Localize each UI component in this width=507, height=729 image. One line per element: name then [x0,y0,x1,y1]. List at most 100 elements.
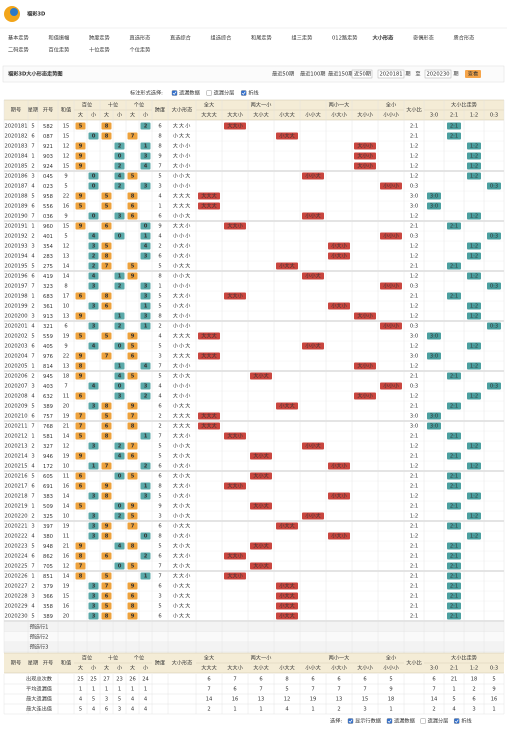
nav-link[interactable]: 012路走势 [332,34,357,42]
week: 4 [31,534,35,540]
digit-value: 7 [131,524,135,530]
digit-ball [101,252,112,260]
digit-ball [88,302,99,310]
digit-ball [140,492,151,500]
stat-value: 1 [389,707,392,713]
checkbox [206,90,212,96]
pattern-value: 小大大 [279,602,295,610]
digit-value: 0 [118,474,122,480]
digit: 4 [46,454,50,460]
span: 5 [158,304,161,310]
digit-ball [140,532,151,540]
button-text[interactable]: 查看 [468,70,478,78]
ratio: 2:1 [410,134,418,140]
nav-link[interactable]: 和尾走势 [251,34,272,42]
digit: 8 [46,294,49,300]
digit: 2 [50,464,53,470]
digit-value: 0 [118,564,122,570]
checkbox [347,718,354,724]
select-text[interactable]: 近50期 [354,70,371,78]
digit-ball [127,272,138,280]
digit-ball [114,282,125,290]
shape: 大小大 [173,542,192,550]
pattern-cell [224,122,246,130]
nav-link[interactable]: 百位走势 [49,46,70,54]
ratio-cell [467,152,481,160]
nav-link[interactable]: 二码走势 [8,46,29,54]
stat-value: 9 [389,687,392,693]
ratio-value: 1:2 [470,314,478,320]
th: 1:2 [470,113,478,119]
checkbox-label[interactable]: 遗漏分层 [214,89,235,97]
pattern-cell [328,492,350,500]
digit-ball [127,472,138,480]
checkbox-label[interactable]: 遗漏分层 [428,717,449,725]
shape: 大大小 [173,482,192,490]
pattern-value: 小大大 [279,592,295,600]
ratio-value: 2:1 [450,504,458,510]
nav-link[interactable]: 直选形态 [130,34,151,42]
ratio-value: 2:1 [450,614,458,620]
input-to-text[interactable]: 2020230 [426,72,449,78]
digit-value: 5 [131,374,135,380]
digit: 0 [46,474,49,480]
span: 1 [158,204,161,210]
digit-ball [101,422,112,430]
stat-value: 4 [131,697,135,703]
digit: 3 [43,494,46,500]
nav-link[interactable]: 组三走势 [292,34,313,42]
checkbox-label[interactable]: 折线 [461,717,471,725]
digit-value: 0 [118,154,122,160]
nav-link[interactable]: 质合形态 [454,34,475,42]
nav-link[interactable]: 直选综合 [170,34,192,42]
digit-ball [140,572,151,580]
issue: 2020195 [4,264,27,270]
nav-link[interactable]: 大小形态 [373,34,395,42]
pattern-value: 大大大 [201,412,217,420]
checkbox-label[interactable]: 显示行数据 [355,717,381,725]
digit-ball [75,352,86,360]
digit-value: 2 [144,124,148,130]
th: 小大大 [279,664,295,672]
digit-ball [140,552,151,560]
digit-value: 7 [131,444,135,450]
nav-link[interactable]: 组选综合 [211,34,233,42]
digit-ball [114,562,125,570]
digit-value: 5 [105,414,109,420]
digit: 3 [50,294,53,300]
nav-link[interactable]: 奇偶形态 [413,34,434,42]
stat-value: 3 [363,707,366,713]
th: 小 [91,111,97,119]
nav-link[interactable]: 基本走势 [8,34,29,42]
shape: 大大大 [173,202,192,210]
checkbox-label[interactable]: 遗漏数据 [394,717,415,725]
nav-link[interactable]: 和值振幅 [49,34,70,42]
digit-ball [114,152,125,160]
digit-ball [75,372,86,380]
span: 5 [158,444,161,450]
input-from-text[interactable]: 2020181 [379,72,402,78]
recent-link[interactable]: 最近50期 [272,70,294,78]
checkbox-label[interactable]: 折线 [248,89,258,97]
nav-link[interactable]: 个位走势 [130,46,151,54]
nav-link[interactable]: 十位走势 [89,46,110,54]
nav-link[interactable]: 跨度走势 [89,34,110,42]
span: 6 [158,214,161,220]
digit-ball [88,182,99,190]
digit: 8 [46,134,49,140]
digit-ball [101,552,112,560]
stat-value: 6 [259,677,262,683]
recent-link[interactable]: 最近150期 [328,70,353,78]
pattern-value: 小小小 [383,382,399,390]
shape: 小小大 [173,272,192,280]
checkbox-label[interactable]: 遗漏数据 [179,89,200,97]
stat-value: 3 [472,707,475,713]
digit-value: 9 [79,544,83,550]
recent-link[interactable]: 最近100期 [300,70,325,78]
digit: 9 [50,334,53,340]
digit-value: 6 [131,204,135,210]
pattern-cell [276,262,298,270]
span: 8 [158,134,161,140]
digit-ball [140,152,151,160]
ratio-cell [467,362,481,370]
